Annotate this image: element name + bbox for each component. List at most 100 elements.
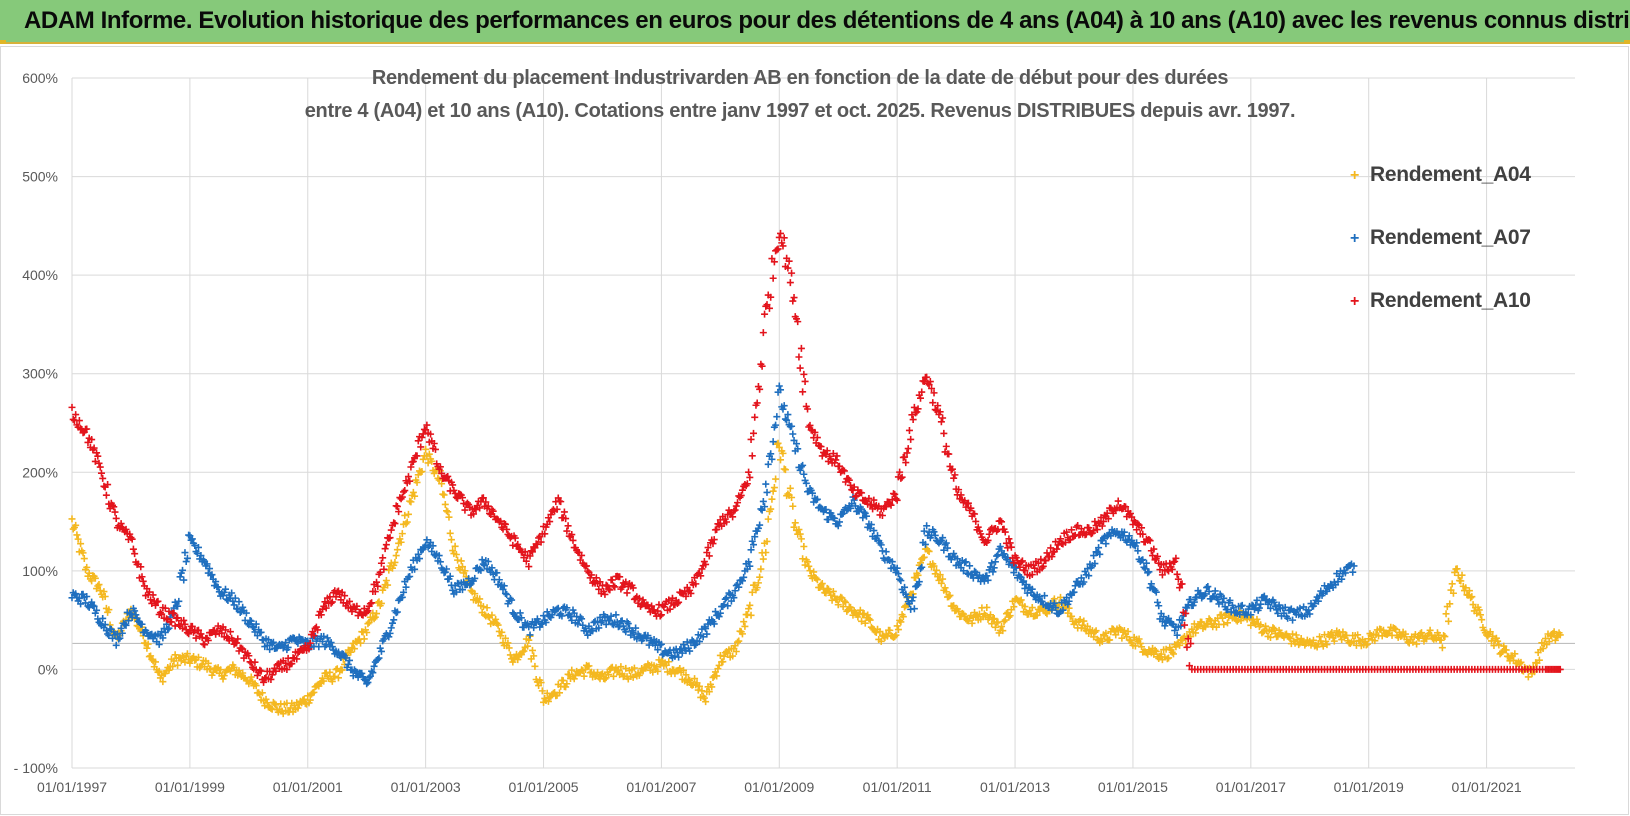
data-point xyxy=(730,507,738,515)
data-point xyxy=(165,666,173,674)
data-point xyxy=(1281,603,1289,611)
data-point xyxy=(891,490,899,498)
data-point xyxy=(90,602,98,610)
x-tick-label: 01/01/2005 xyxy=(508,779,578,795)
data-point xyxy=(929,399,937,407)
data-point xyxy=(741,622,749,630)
data-point xyxy=(1084,565,1092,573)
data-point xyxy=(553,505,561,513)
data-point xyxy=(391,520,399,528)
data-point xyxy=(702,560,710,568)
data-point xyxy=(1253,615,1261,623)
data-point xyxy=(1124,535,1132,543)
data-point xyxy=(1065,604,1073,612)
data-point xyxy=(451,542,459,550)
legend-marker-a07: + xyxy=(1350,230,1360,247)
data-point xyxy=(126,530,134,538)
data-point xyxy=(181,549,189,557)
data-point xyxy=(449,586,457,594)
data-point xyxy=(500,582,508,590)
data-point xyxy=(88,598,96,606)
legend-item-a07: + Rendement_A07 xyxy=(1350,226,1531,250)
data-point xyxy=(289,654,297,662)
data-point xyxy=(96,463,104,471)
data-point xyxy=(691,641,699,649)
data-point xyxy=(813,434,821,442)
data-point xyxy=(936,408,944,416)
data-point xyxy=(418,467,426,475)
data-point xyxy=(930,389,938,397)
data-point xyxy=(567,612,575,620)
data-point xyxy=(1184,601,1192,609)
data-point xyxy=(1169,650,1177,658)
x-tick-label: 01/01/2015 xyxy=(1098,779,1168,795)
series-rendement_a10 xyxy=(68,229,1564,686)
x-tick-label: 01/01/2003 xyxy=(391,779,461,795)
data-point xyxy=(400,488,408,496)
data-point xyxy=(968,619,976,627)
data-point xyxy=(1138,524,1146,532)
data-point xyxy=(1259,628,1267,636)
data-point xyxy=(722,518,730,526)
data-point xyxy=(358,669,366,677)
data-point xyxy=(614,666,622,674)
data-point xyxy=(111,508,119,516)
data-point xyxy=(796,530,804,538)
data-point xyxy=(1220,620,1228,628)
data-point xyxy=(585,662,593,670)
data-point xyxy=(920,527,928,535)
data-point xyxy=(725,589,733,597)
data-point xyxy=(72,590,80,598)
data-point xyxy=(1441,633,1449,641)
data-point xyxy=(1542,635,1550,643)
data-point xyxy=(738,486,746,494)
data-point xyxy=(137,563,145,571)
data-point xyxy=(84,438,92,446)
data-point xyxy=(208,571,216,579)
data-point xyxy=(1122,503,1130,511)
data-point xyxy=(306,639,314,647)
data-point xyxy=(280,642,288,650)
data-point xyxy=(390,519,398,527)
data-point xyxy=(234,635,242,643)
data-point xyxy=(758,362,766,370)
data-point xyxy=(334,674,342,682)
data-point xyxy=(526,631,534,639)
data-point xyxy=(1418,629,1426,637)
data-point xyxy=(751,533,759,541)
data-point xyxy=(1190,598,1198,606)
data-point xyxy=(161,604,169,612)
data-point xyxy=(328,598,336,606)
data-point xyxy=(918,388,926,396)
data-point xyxy=(799,388,807,396)
data-point xyxy=(616,573,624,581)
data-point xyxy=(1223,606,1231,614)
data-point xyxy=(342,654,350,662)
data-point xyxy=(1126,509,1134,517)
data-point xyxy=(1098,522,1106,530)
data-point xyxy=(1091,518,1099,526)
data-point xyxy=(1048,553,1056,561)
data-point xyxy=(164,625,172,633)
data-point xyxy=(508,596,516,604)
data-point xyxy=(332,593,340,601)
data-point xyxy=(886,500,894,508)
data-point xyxy=(800,470,808,478)
data-point xyxy=(1334,578,1342,586)
data-point xyxy=(218,629,226,637)
data-point xyxy=(601,675,609,683)
data-point xyxy=(548,611,556,619)
data-point xyxy=(901,583,909,591)
data-point xyxy=(610,672,618,680)
data-point xyxy=(731,506,739,514)
y-tick-label: 400% xyxy=(22,267,58,283)
data-point xyxy=(183,554,191,562)
data-point xyxy=(194,653,202,661)
data-point xyxy=(1063,594,1071,602)
data-point xyxy=(1467,594,1475,602)
data-point xyxy=(293,655,301,663)
data-point xyxy=(675,653,683,661)
data-point xyxy=(440,491,448,499)
data-point xyxy=(1165,567,1173,575)
x-tick-label: 01/01/2001 xyxy=(273,779,343,795)
